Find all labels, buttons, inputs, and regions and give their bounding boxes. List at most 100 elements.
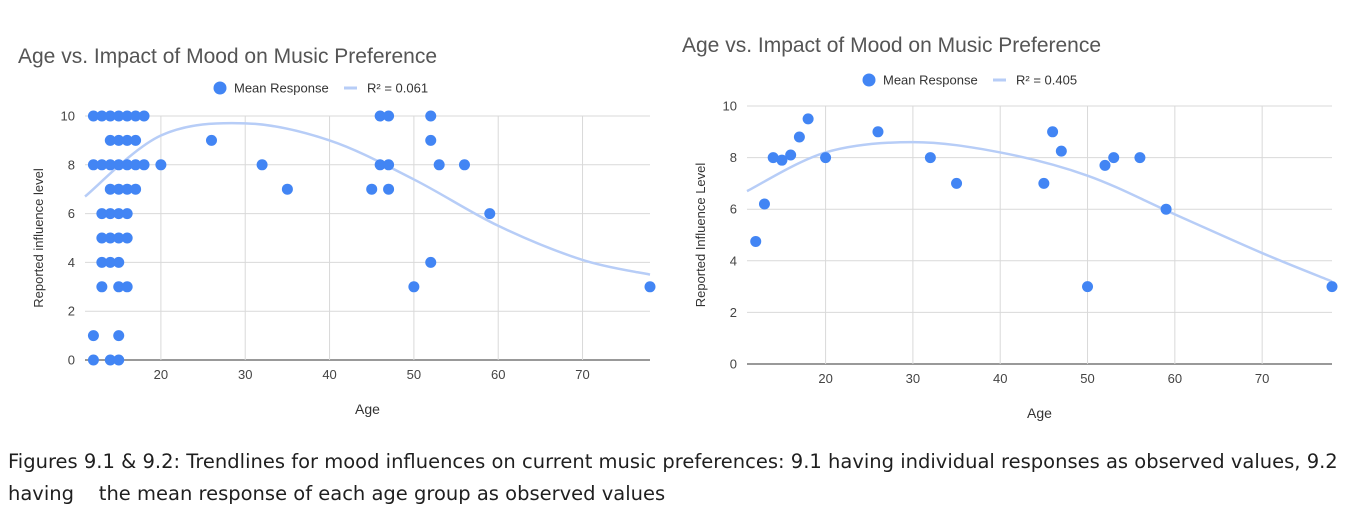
- x-tick-label: 60: [1168, 371, 1182, 386]
- data-point: [87, 159, 99, 171]
- data-point: [1038, 177, 1050, 189]
- data-point: [425, 134, 437, 146]
- x-tick-label: 40: [993, 371, 1007, 386]
- data-point: [96, 208, 108, 220]
- data-point: [104, 256, 116, 268]
- data-point: [130, 110, 142, 122]
- data-point: [138, 110, 150, 122]
- data-point: [383, 110, 395, 122]
- data-point: [96, 281, 108, 293]
- data-point: [113, 110, 125, 122]
- data-point: [1047, 126, 1059, 138]
- y-tick-label: 8: [730, 150, 737, 165]
- legend-marker-mean-response: [213, 81, 227, 95]
- x-tick-label: 20: [818, 371, 832, 386]
- data-point: [758, 198, 770, 210]
- x-axis-label: Age: [1027, 405, 1052, 421]
- data-point: [820, 152, 832, 164]
- y-tick-label: 10: [61, 109, 75, 124]
- x-tick-label: 70: [575, 367, 589, 382]
- data-point: [1055, 145, 1067, 157]
- data-point: [104, 208, 116, 220]
- data-point: [87, 330, 99, 342]
- data-point: [793, 131, 805, 143]
- data-point: [121, 232, 133, 244]
- legend-label-trendline: R² = 0.405: [1016, 73, 1077, 88]
- data-point: [121, 159, 133, 171]
- data-point: [130, 134, 142, 146]
- data-point: [484, 208, 496, 220]
- data-point: [785, 149, 797, 161]
- data-point: [104, 232, 116, 244]
- x-tick-label: 30: [238, 367, 252, 382]
- y-axis-label: Reported influence level: [31, 168, 46, 308]
- legend-label-trendline: R² = 0.061: [367, 81, 428, 96]
- data-point: [644, 281, 656, 293]
- data-point: [121, 110, 133, 122]
- data-point: [113, 330, 125, 342]
- data-point: [383, 159, 395, 171]
- data-point: [281, 183, 293, 195]
- data-point: [113, 256, 125, 268]
- data-point: [256, 159, 268, 171]
- data-point: [1082, 281, 1094, 293]
- x-tick-label: 60: [491, 367, 505, 382]
- x-tick-label: 20: [154, 367, 168, 382]
- data-point: [130, 159, 142, 171]
- y-axis-label: Reported Influence Level: [693, 163, 708, 308]
- data-point: [96, 232, 108, 244]
- data-point: [96, 256, 108, 268]
- trendline: [746, 140, 1333, 283]
- chart-title: Age vs. Impact of Mood on Music Preferen…: [18, 45, 437, 68]
- data-point: [104, 134, 116, 146]
- data-point: [750, 235, 762, 247]
- data-point: [366, 183, 378, 195]
- data-point: [96, 110, 108, 122]
- y-tick-label: 4: [730, 253, 737, 268]
- data-point: [121, 183, 133, 195]
- legend-marker-mean-response: [862, 73, 876, 87]
- data-point: [776, 154, 788, 166]
- chart-title: Age vs. Impact of Mood on Music Preferen…: [682, 34, 1101, 57]
- data-point: [458, 159, 470, 171]
- data-point: [96, 159, 108, 171]
- data-point: [951, 177, 963, 189]
- data-point: [155, 159, 167, 171]
- data-point: [425, 110, 437, 122]
- y-tick-label: 2: [68, 304, 75, 319]
- y-tick-label: 6: [68, 206, 75, 221]
- data-point: [802, 113, 814, 125]
- data-point: [1326, 281, 1338, 293]
- chart-age-vs-mood-mean: Age vs. Impact of Mood on Music Preferen…: [682, 34, 1338, 421]
- data-point: [1099, 159, 1111, 171]
- data-point: [113, 183, 125, 195]
- data-point: [767, 152, 779, 164]
- data-point: [121, 134, 133, 146]
- x-tick-label: 50: [407, 367, 421, 382]
- y-tick-label: 6: [730, 202, 737, 217]
- y-tick-label: 0: [730, 357, 737, 372]
- data-point: [433, 159, 445, 171]
- data-point: [113, 354, 125, 366]
- data-point: [104, 183, 116, 195]
- x-axis-label: Age: [355, 401, 380, 417]
- data-point: [924, 152, 936, 164]
- data-point: [408, 281, 420, 293]
- y-tick-label: 4: [68, 255, 75, 270]
- legend-label-mean-response: Mean Response: [883, 73, 978, 88]
- trendline: [84, 121, 651, 276]
- data-point: [1108, 152, 1120, 164]
- data-point: [383, 183, 395, 195]
- data-point: [1134, 152, 1146, 164]
- data-point: [138, 159, 150, 171]
- x-tick-label: 40: [322, 367, 336, 382]
- x-tick-label: 70: [1255, 371, 1269, 386]
- data-point: [104, 159, 116, 171]
- y-tick-label: 8: [68, 157, 75, 172]
- chart-age-vs-mood-individual: Age vs. Impact of Mood on Music Preferen…: [18, 45, 656, 417]
- data-point: [1160, 203, 1172, 215]
- y-tick-label: 10: [723, 99, 737, 114]
- data-point: [205, 134, 217, 146]
- x-tick-label: 30: [906, 371, 920, 386]
- data-point: [104, 354, 116, 366]
